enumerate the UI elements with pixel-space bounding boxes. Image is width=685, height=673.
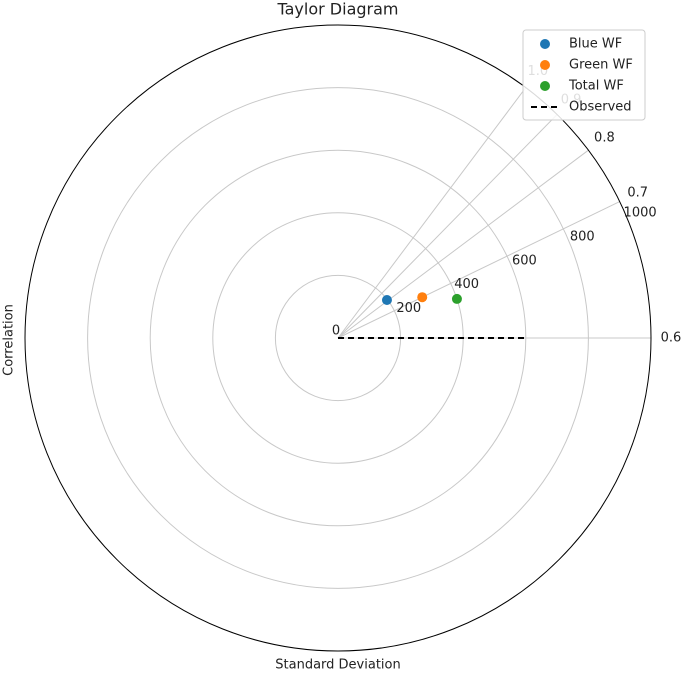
legend-swatch <box>540 60 550 70</box>
legend-swatch <box>540 81 550 91</box>
theta-tick-label: 0.6 <box>661 331 682 346</box>
point <box>417 292 428 303</box>
r-tick-label: 400 <box>454 277 479 292</box>
x-axis-label: Standard Deviation <box>275 658 400 673</box>
theta-tick-label: 0.8 <box>594 131 615 146</box>
theta-tick-label: 0.7 <box>627 185 648 200</box>
r-tick-label: 200 <box>396 301 421 316</box>
r-tick-label: 600 <box>512 253 537 268</box>
point <box>381 295 392 306</box>
point <box>451 293 462 304</box>
r-tick-label: 0 <box>332 324 340 339</box>
grid-spoke <box>337 201 620 339</box>
legend-swatch <box>540 39 550 49</box>
chart-title: Taylor Diagram <box>277 0 399 19</box>
grid-spoke <box>337 87 527 339</box>
legend-box <box>522 29 646 121</box>
y-axis-label: Correlation <box>2 304 17 376</box>
outer-frame <box>24 24 652 652</box>
r-tick-label: 1000 <box>624 205 657 220</box>
legend-label: Observed <box>569 100 632 115</box>
legend-label: Green WF <box>569 58 633 73</box>
grid-spoke <box>337 114 558 339</box>
grid-spoke <box>337 149 589 339</box>
r-tick-label: 800 <box>570 229 595 244</box>
legend-label: Blue WF <box>569 37 622 52</box>
legend-label: Total WF <box>568 79 624 94</box>
